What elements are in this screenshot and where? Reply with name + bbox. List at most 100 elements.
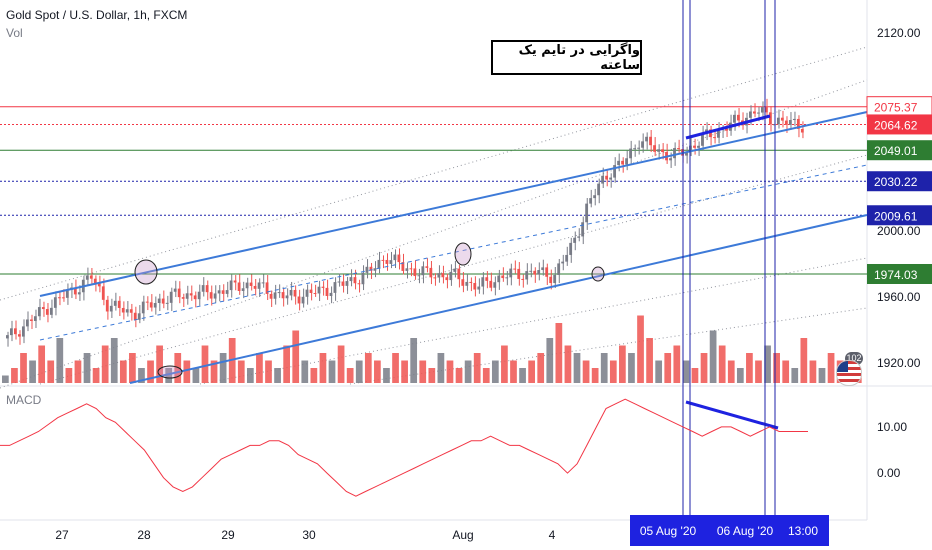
volume-bar-71 (646, 338, 653, 383)
volume-bar-86 (782, 360, 790, 383)
candle-body-44 (181, 297, 185, 299)
candle-body-62 (253, 285, 257, 289)
candle-body-88 (357, 283, 361, 285)
volume-bar-88 (800, 338, 808, 383)
candle-body-116 (469, 281, 473, 283)
candle-body-37 (153, 303, 157, 308)
candle-body-0 (6, 335, 9, 339)
chart-title: Gold Spot / U.S. Dollar, 1h, FXCM (6, 8, 188, 22)
candle-body-31 (129, 309, 133, 313)
candle-body-158 (637, 147, 640, 149)
volume-bar-5 (47, 360, 55, 383)
highlight-ellipse-3 (591, 266, 605, 282)
candle-body-106 (429, 267, 433, 278)
volume-bar-1 (11, 368, 18, 383)
candle-body-73 (297, 296, 301, 304)
trend-line-2 (39, 164, 868, 341)
candle-body-10 (45, 309, 49, 315)
volume-bar-69 (628, 353, 635, 383)
volume-bar-53 (482, 368, 490, 383)
candle-body-57 (233, 280, 237, 283)
candle-body-58 (237, 282, 241, 291)
price-badge-label-5: 1974.03 (874, 268, 918, 282)
candle-body-164 (661, 149, 664, 153)
volume-bar-32 (292, 330, 300, 383)
candle-body-163 (657, 149, 660, 152)
candle-body-38 (157, 298, 161, 304)
candle-body-139 (561, 261, 565, 264)
date-badge-bg (630, 515, 829, 546)
candle-body-96 (389, 260, 393, 264)
candle-body-189 (760, 107, 764, 113)
volume-bar-11 (101, 345, 109, 383)
candle-body-26 (109, 305, 113, 312)
price-tick-label-0: 1920.00 (877, 356, 921, 370)
candle-body-4 (21, 326, 25, 337)
volume-bar-63 (573, 353, 581, 383)
volume-bar-48 (437, 353, 445, 383)
volume-bar-72 (655, 360, 663, 383)
volume-bar-50 (455, 368, 463, 383)
volume-bar-26 (237, 360, 245, 383)
volume-bar-57 (519, 368, 526, 383)
candle-body-99 (401, 262, 405, 271)
candle-body-98 (397, 254, 401, 263)
candle-body-42 (173, 288, 177, 292)
candle-body-148 (597, 183, 601, 196)
volume-bar-22 (201, 345, 209, 383)
candle-body-80 (325, 287, 329, 297)
volume-bar-36 (328, 360, 336, 383)
candle-body-91 (369, 266, 373, 271)
macd-tick-label-1: 10.00 (877, 420, 907, 434)
candle-body-131 (529, 270, 533, 272)
candle-body-162 (653, 145, 656, 152)
volume-bar-68 (619, 345, 626, 383)
volume-bar-46 (419, 360, 427, 383)
candle-body-61 (249, 282, 253, 286)
candle-body-15 (65, 289, 69, 298)
candle-body-138 (557, 263, 561, 275)
candle-body-183 (737, 114, 740, 121)
candle-body-104 (421, 266, 425, 276)
volume-bar-76 (691, 368, 699, 383)
volume-bar-70 (637, 315, 644, 383)
volume-bar-13 (119, 360, 127, 383)
volume-bar-56 (510, 360, 517, 383)
macd-divergence-line (685, 400, 779, 430)
candle-body-45 (185, 293, 189, 299)
candle-body-174 (701, 133, 704, 146)
candle-body-89 (361, 272, 365, 285)
macd-tick-label-0: 0.00 (877, 466, 901, 480)
volume-bar-45 (410, 338, 418, 383)
candle-body-111 (449, 271, 453, 281)
us-flag-icon[interactable] (836, 360, 862, 386)
candle-body-150 (605, 175, 609, 180)
candle-body-108 (437, 273, 441, 278)
candle-body-77 (313, 293, 317, 295)
candle-body-93 (377, 259, 381, 269)
candle-body-67 (273, 292, 277, 299)
volume-bar-52 (473, 353, 481, 383)
candle-body-92 (373, 268, 377, 271)
volume-bar-60 (546, 338, 554, 383)
candle-body-71 (289, 289, 293, 296)
candle-body-120 (485, 277, 489, 281)
volume-bar-15 (138, 368, 145, 383)
volume-bar-62 (564, 345, 572, 383)
volume-bar-49 (446, 360, 454, 383)
time-axis-label-3: 30 (302, 528, 316, 542)
candle-body-5 (25, 319, 29, 327)
price-badge-label-2: 2049.01 (874, 144, 918, 158)
volume-bar-73 (664, 353, 672, 383)
candle-body-70 (285, 295, 289, 299)
volume-bar-28 (256, 353, 263, 383)
candle-body-60 (245, 282, 249, 289)
volume-bar-21 (192, 368, 200, 383)
candle-body-17 (73, 287, 77, 295)
volume-bar-34 (310, 368, 318, 383)
candle-body-83 (337, 281, 341, 283)
candle-body-195 (784, 120, 788, 125)
candle-body-128 (517, 268, 521, 279)
candle-body-65 (265, 282, 269, 294)
date-badge-label-2: 13:00 (788, 524, 818, 538)
